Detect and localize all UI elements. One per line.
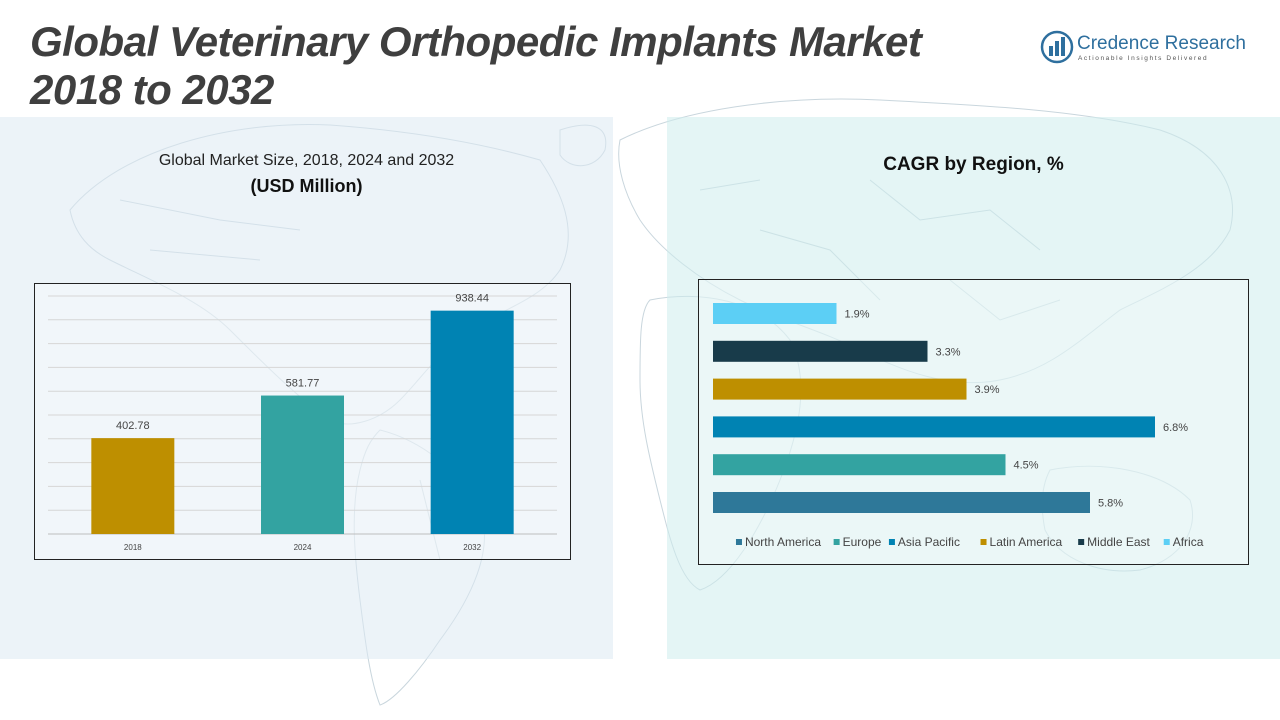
legend-swatch-africa bbox=[1163, 539, 1170, 545]
bar-middle-east bbox=[713, 340, 928, 362]
tick-label-2032: 2032 bbox=[463, 543, 481, 552]
cagr-title: CAGR by Region, % bbox=[883, 154, 1064, 175]
legend-swatch-europe bbox=[833, 539, 840, 545]
page-title: Global Veterinary Orthopedic Implants Ma… bbox=[30, 18, 1030, 114]
legend-label-middle-east: Middle East bbox=[1087, 535, 1150, 549]
data-label-europe: 4.5% bbox=[1014, 460, 1039, 472]
data-label-africa: 1.9% bbox=[845, 309, 870, 321]
data-label-2018: 402.78 bbox=[116, 420, 150, 432]
legend-label-europe: Europe bbox=[843, 535, 882, 549]
legend-label-asia-pacific: Asia Pacific bbox=[898, 535, 960, 549]
logo-name: Credence Research bbox=[1077, 33, 1246, 54]
data-label-2024: 581.77 bbox=[286, 378, 320, 390]
title-line-2: 2018 to 2032 bbox=[30, 66, 274, 113]
legend-label-north-america: North America bbox=[745, 535, 821, 549]
logo-tagline: Actionable Insights Delivered bbox=[1078, 55, 1209, 62]
legend-swatch-latin-america bbox=[980, 539, 987, 545]
bar-2024 bbox=[261, 395, 344, 534]
market-size-chart-frame: 402.78 2018 581.77 2024 938.44 2032 bbox=[34, 283, 571, 560]
legend-swatch-north-america bbox=[735, 539, 742, 545]
tick-label-2018: 2018 bbox=[124, 543, 142, 552]
data-label-2032: 938.44 bbox=[455, 293, 489, 305]
title-line-1: Global Veterinary Orthopedic Implants Ma… bbox=[30, 18, 922, 65]
legend-swatch-middle-east bbox=[1078, 539, 1085, 545]
legend-label-africa: Africa bbox=[1173, 535, 1204, 549]
bar-europe bbox=[713, 454, 1006, 476]
bar-asia-pacific bbox=[713, 416, 1155, 438]
cagr-chart-frame: 1.9% 3.3% 3.9% 6.8% 4.5% 5.8% North America Eur… bbox=[698, 279, 1249, 565]
bar-chart-circle-icon bbox=[1040, 30, 1074, 64]
credence-research-logo: Credence Research Actionable Insights De… bbox=[1040, 30, 1260, 70]
market-size-subtitle: Global Market Size, 2018, 2024 and 2032 bbox=[158, 152, 455, 169]
data-label-middle-east: 3.3% bbox=[936, 346, 961, 358]
bar-latin-america bbox=[713, 378, 967, 400]
data-label-latin-america: 3.9% bbox=[975, 384, 1000, 396]
data-label-asia-pacific: 6.8% bbox=[1163, 422, 1188, 434]
bar-2032 bbox=[430, 310, 514, 534]
tick-label-2024: 2024 bbox=[294, 543, 312, 552]
market-size-bar-chart: 402.78 2018 581.77 2024 938.44 2032 bbox=[48, 293, 557, 552]
data-label-north-america: 5.8% bbox=[1098, 498, 1123, 510]
legend-label-latin-america: Latin America bbox=[990, 535, 1063, 549]
bar-north-america bbox=[713, 492, 1090, 513]
bar-2018 bbox=[91, 438, 175, 534]
market-size-unit: (USD Million) bbox=[250, 176, 363, 196]
cagr-bar-chart: 1.9% 3.3% 3.9% 6.8% 4.5% 5.8% North America Eur… bbox=[713, 303, 1204, 549]
legend-swatch-asia-pacific bbox=[888, 539, 895, 545]
bar-africa bbox=[713, 303, 837, 324]
